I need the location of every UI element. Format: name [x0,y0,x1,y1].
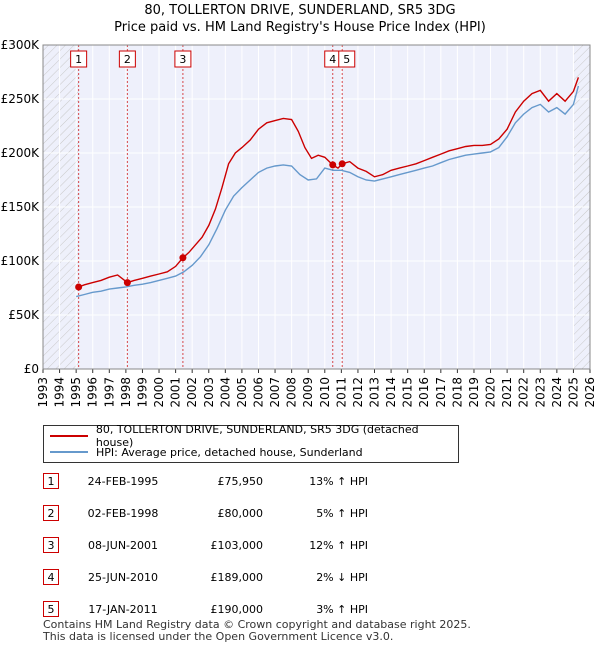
sale-date: 02-FEB-1998 [87,507,159,520]
sale-number-badge: 3 [43,537,59,553]
x-tick-label: 1993 [36,377,50,408]
x-tick-label: 2014 [384,377,398,408]
sale-point [123,279,131,287]
legend-swatch-hpi [50,451,88,453]
sale-marker-label: 4 [329,53,336,66]
x-tick-label: 2005 [235,377,249,408]
x-tick-label: 1996 [86,377,100,408]
x-tick-label: 2008 [285,377,299,408]
x-tick-label: 2025 [566,377,580,408]
sale-hpi-diff: 2% ↓ HPI [316,571,368,584]
sale-hpi-diff: 3% ↑ HPI [316,603,368,616]
x-tick-label: 2021 [500,377,514,408]
sale-price: £75,950 [217,475,264,488]
sale-marker-label: 2 [124,53,131,66]
x-tick-label: 1997 [102,377,116,408]
x-tick-label: 2002 [185,377,199,408]
legend-item-price: 80, TOLLERTON DRIVE, SUNDERLAND, SR5 3DG… [50,423,458,449]
y-tick-label: £150K [1,200,41,214]
y-tick-label: £50K [8,308,40,322]
x-tick-label: 2004 [218,377,232,408]
sale-point [329,161,337,169]
sale-row: 3 08-JUN-2001 £103,000 12% ↑ HPI [43,536,463,556]
sale-point [338,160,346,168]
x-tick-label: 2017 [434,377,448,408]
x-tick-label: 1994 [53,377,67,408]
x-tick-label: 2013 [368,377,382,408]
sale-row: 4 25-JUN-2010 £189,000 2% ↓ HPI [43,568,463,588]
sale-date: 24-FEB-1995 [87,475,159,488]
x-tick-label: 2012 [351,377,365,408]
sale-price: £190,000 [210,603,264,616]
legend-swatch-price [50,435,88,437]
x-tick-label: 1995 [69,377,83,408]
sale-row: 1 24-FEB-1995 £75,950 13% ↑ HPI [43,472,463,492]
x-tick-label: 2011 [334,377,348,408]
legend-label-hpi: HPI: Average price, detached house, Sund… [96,445,363,459]
sale-number-badge: 4 [43,569,59,585]
x-tick-label: 1999 [135,377,149,408]
x-tick-label: 2023 [533,377,547,408]
series-line [76,85,580,298]
y-tick-label: £0 [24,362,39,376]
x-tick-label: 2006 [251,377,265,408]
y-tick-label: £300K [1,38,41,52]
sale-marker-box [70,50,88,68]
sale-price: £189,000 [210,571,264,584]
sale-date: 17-JAN-2011 [88,603,158,616]
x-tick-label: 2020 [484,377,498,408]
sale-number-badge: 5 [43,601,59,617]
x-tick-label: 2003 [202,377,216,408]
x-tick-label: 2019 [467,377,481,408]
footer-line-1: Contains HM Land Registry data © Crown c… [43,618,471,631]
y-tick-label: £100K [1,254,41,268]
sale-marker-box [338,50,356,68]
y-tick-label: £250K [1,92,41,106]
footer-line-2: This data is licensed under the Open Gov… [43,630,394,643]
sale-marker-label: 3 [179,53,186,66]
sale-point [75,283,83,291]
legend-item-hpi: HPI: Average price, detached house, Sund… [50,444,363,460]
sale-hpi-diff: 13% ↑ HPI [309,475,368,488]
x-tick-label: 1998 [119,377,133,408]
sale-date: 08-JUN-2001 [87,539,159,552]
sale-hpi-diff: 12% ↑ HPI [309,539,368,552]
x-tick-label: 2015 [401,377,415,408]
y-tick-label: £200K [1,146,41,160]
sale-point [179,254,187,262]
sale-row: 5 17-JAN-2011 £190,000 3% ↑ HPI [43,600,463,620]
sale-date: 25-JUN-2010 [87,571,159,584]
footer-attribution: Contains HM Land Registry data © Crown c… [43,619,471,643]
sale-price: £103,000 [210,539,264,552]
sale-hpi-diff: 5% ↑ HPI [316,507,368,520]
chart-title: 80, TOLLERTON DRIVE, SUNDERLAND, SR5 3DG [144,3,456,18]
x-tick-label: 2009 [301,377,315,408]
sale-marker-box [174,50,192,68]
x-tick-label: 2016 [417,377,431,408]
sale-marker-box [118,50,136,68]
sale-marker-label: 5 [343,53,350,66]
plot-border [42,44,591,370]
x-tick-label: 2024 [550,377,564,408]
sale-price: £80,000 [217,507,264,520]
x-tick-label: 2001 [169,377,183,408]
sale-row: 2 02-FEB-1998 £80,000 5% ↑ HPI [43,504,463,524]
chart-legend: 80, TOLLERTON DRIVE, SUNDERLAND, SR5 3DG… [43,423,459,463]
series-line [78,77,580,288]
chart-subtitle: Price paid vs. HM Land Registry's House … [114,20,486,35]
sale-number-badge: 1 [43,473,59,489]
sale-marker-label: 1 [75,53,82,66]
x-tick-label: 2026 [583,377,597,408]
x-tick-label: 2007 [268,377,282,408]
x-tick-label: 2018 [450,377,464,408]
legend-label-price: 80, TOLLERTON DRIVE, SUNDERLAND, SR5 3DG… [95,423,419,449]
x-tick-label: 2022 [517,377,531,408]
x-tick-label: 2000 [152,377,166,408]
sale-number-badge: 2 [43,505,59,521]
x-tick-label: 2010 [318,377,332,408]
